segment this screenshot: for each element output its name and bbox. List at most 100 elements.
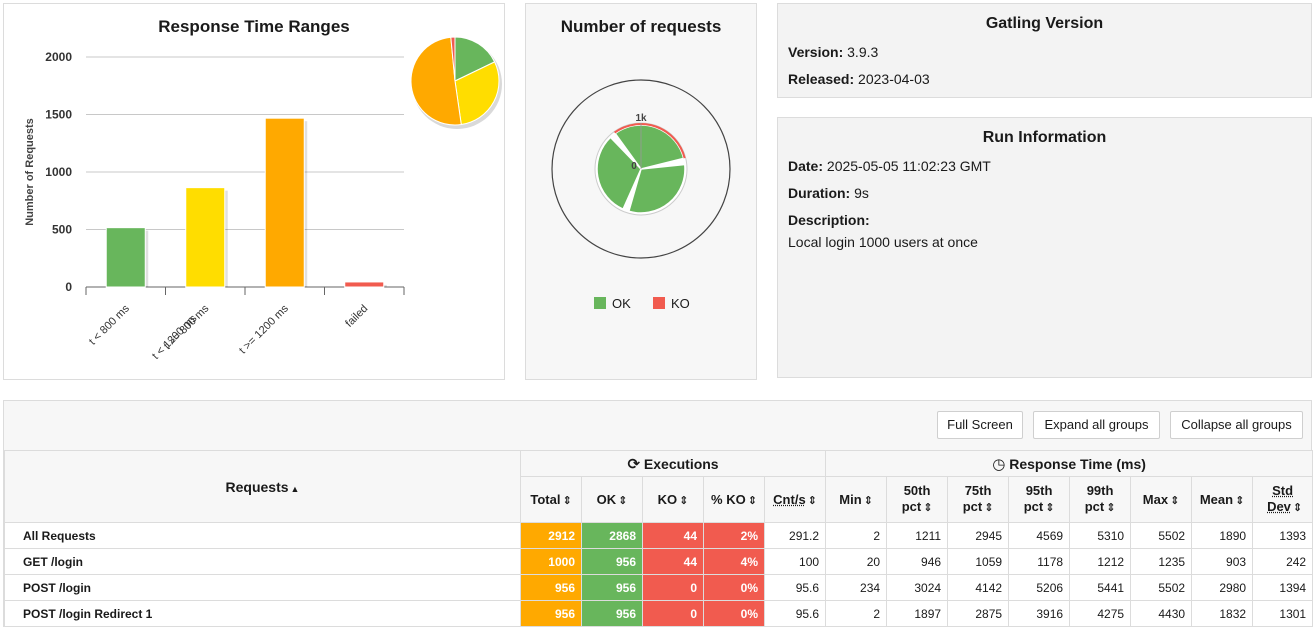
bar[interactable] bbox=[185, 187, 226, 288]
column-header-75th-pct[interactable]: 75th pct ⇕ bbox=[947, 476, 1010, 523]
collapse-all-groups-button[interactable]: Collapse all groups bbox=[1170, 411, 1303, 439]
cell-cnt-s: 100 bbox=[763, 548, 827, 575]
legend-ok-label: OK bbox=[612, 296, 631, 311]
column-header-ok[interactable]: OK ⇕ bbox=[581, 476, 643, 523]
column-header-max[interactable]: Max ⇕ bbox=[1130, 476, 1193, 523]
table-row[interactable]: GET /login 1000 956 44 4% 100 20 946 1059 1178 121… bbox=[4, 548, 1314, 575]
request-name[interactable]: All Requests bbox=[4, 522, 521, 549]
column-header-95th-pct[interactable]: 95th pct ⇕ bbox=[1008, 476, 1071, 523]
pie-slice[interactable] bbox=[410, 36, 462, 126]
polar-ok-slice[interactable] bbox=[627, 163, 686, 214]
x-tick-label: t >= 1200 ms bbox=[237, 302, 291, 356]
request-name[interactable]: GET /login bbox=[4, 548, 521, 575]
bar[interactable] bbox=[264, 117, 305, 288]
column-header-label: 75th pct bbox=[962, 483, 992, 514]
legend-ko[interactable]: KO bbox=[653, 296, 690, 311]
column-header-mean[interactable]: Mean ⇕ bbox=[1191, 476, 1254, 523]
cell-cnt-s: 291.2 bbox=[763, 522, 827, 549]
polar-ko-slice[interactable] bbox=[614, 123, 686, 159]
cell--ko: 2% bbox=[703, 522, 765, 549]
legend-ko-label: KO bbox=[671, 296, 690, 311]
polar-ok-slice[interactable] bbox=[596, 136, 642, 211]
requests-column-header[interactable]: Requests ▲ bbox=[4, 450, 521, 523]
cell-std-dev: 1394 bbox=[1252, 574, 1314, 601]
released-value: 2023-04-03 bbox=[858, 71, 930, 87]
column-header-min[interactable]: Min ⇕ bbox=[825, 476, 888, 523]
cell-total: 956 bbox=[520, 574, 582, 601]
cell-min: 234 bbox=[825, 574, 888, 601]
released-line: Released: 2023-04-03 bbox=[788, 71, 930, 87]
column-header-cnt-s[interactable]: Cnt/s ⇕ bbox=[763, 476, 827, 523]
column-header-label: OK bbox=[596, 492, 617, 507]
column-header-label: % KO bbox=[711, 492, 746, 507]
column-header-label: Min bbox=[839, 492, 862, 507]
cell-99th-pct: 5441 bbox=[1069, 574, 1132, 601]
cell-cnt-s: 95.6 bbox=[763, 574, 827, 601]
legend-ok[interactable]: OK bbox=[594, 296, 631, 311]
cell-mean: 1890 bbox=[1191, 522, 1254, 549]
cell-ok: 956 bbox=[581, 600, 643, 627]
table-row[interactable]: All Requests 2912 2868 44 2% 291.2 2 1211 2945 45… bbox=[4, 522, 1314, 549]
column-header-50th-pct[interactable]: 50th pct ⇕ bbox=[886, 476, 949, 523]
cell-50th-pct: 3024 bbox=[886, 574, 949, 601]
cell-ko: 0 bbox=[642, 574, 704, 601]
cell-ok: 2868 bbox=[581, 522, 643, 549]
bar[interactable] bbox=[105, 227, 146, 288]
cell-min: 2 bbox=[825, 522, 888, 549]
response-time-group-header: ◷ Response Time (ms) bbox=[825, 450, 1314, 477]
column-header--ko[interactable]: % KO ⇕ bbox=[703, 476, 765, 523]
cell-cnt-s: 95.6 bbox=[763, 600, 827, 627]
request-name[interactable]: POST /login Redirect 1 bbox=[4, 600, 521, 627]
bar[interactable] bbox=[344, 281, 385, 288]
column-header-std-dev[interactable]: Std Dev ⇕ bbox=[1252, 476, 1314, 523]
cell-mean: 1832 bbox=[1191, 600, 1254, 627]
description-line: Description: bbox=[788, 212, 870, 228]
cell-75th-pct: 2875 bbox=[947, 600, 1010, 627]
cell-max: 1235 bbox=[1130, 548, 1193, 575]
gatling-version-title: Gatling Version bbox=[985, 15, 1104, 32]
pie-slice[interactable] bbox=[454, 36, 496, 82]
x-tick-label: t < 800 ms bbox=[87, 302, 132, 347]
cell-max: 5502 bbox=[1130, 522, 1193, 549]
column-header-label: 99th pct bbox=[1084, 483, 1114, 514]
pie-slice[interactable] bbox=[450, 36, 456, 82]
date-line: Date: 2025-05-05 11:02:23 GMT bbox=[788, 158, 991, 174]
sort-icon: ⇕ bbox=[679, 495, 689, 507]
cell-75th-pct: 1059 bbox=[947, 548, 1010, 575]
cell-ok: 956 bbox=[581, 548, 643, 575]
cell-max: 4430 bbox=[1130, 600, 1193, 627]
cell-ko: 0 bbox=[642, 600, 704, 627]
sort-icon: ⇕ bbox=[1235, 495, 1245, 507]
cell-total: 1000 bbox=[520, 548, 582, 575]
column-header-ko[interactable]: KO ⇕ bbox=[642, 476, 704, 523]
response-time-ranges-title: Response Time Ranges bbox=[158, 17, 350, 36]
cell-mean: 903 bbox=[1191, 548, 1254, 575]
table-row[interactable]: POST /login Redirect 1 956 956 0 0% 95.6 2 1897… bbox=[4, 600, 1314, 627]
column-header-99th-pct[interactable]: 99th pct ⇕ bbox=[1069, 476, 1132, 523]
expand-all-groups-button[interactable]: Expand all groups bbox=[1033, 411, 1160, 439]
cell-ko: 44 bbox=[642, 522, 704, 549]
pie-slice[interactable] bbox=[454, 61, 500, 126]
full-screen-button[interactable]: Full Screen bbox=[937, 411, 1023, 439]
column-header-total[interactable]: Total ⇕ bbox=[520, 476, 582, 523]
sort-icon: ⇕ bbox=[618, 495, 628, 507]
cell-99th-pct: 4275 bbox=[1069, 600, 1132, 627]
cell-std-dev: 242 bbox=[1252, 548, 1314, 575]
released-label: Released: bbox=[788, 71, 855, 87]
cell-max: 5502 bbox=[1130, 574, 1193, 601]
sort-icon: ⇕ bbox=[923, 502, 933, 514]
table-row[interactable]: POST /login 956 956 0 0% 95.6 234 3024 4142 5206 5… bbox=[4, 574, 1314, 601]
cell--ko: 4% bbox=[703, 548, 765, 575]
y-axis-label: Number of Requests bbox=[24, 118, 36, 226]
request-name[interactable]: POST /login bbox=[4, 574, 521, 601]
description-value: Local login 1000 users at once bbox=[788, 234, 978, 250]
run-information-title: Run Information bbox=[982, 129, 1107, 146]
polar-scale-min: 0 bbox=[631, 161, 637, 172]
duration-value: 9s bbox=[854, 185, 869, 201]
response-time-ranges-panel: Response Time Ranges 0 500 1000 1500 2000 Num… bbox=[3, 3, 505, 380]
cell-min: 20 bbox=[825, 548, 888, 575]
cell-75th-pct: 4142 bbox=[947, 574, 1010, 601]
polar-outer-ring bbox=[551, 79, 731, 259]
sort-icon: ⇕ bbox=[863, 495, 873, 507]
cell-std-dev: 1301 bbox=[1252, 600, 1314, 627]
